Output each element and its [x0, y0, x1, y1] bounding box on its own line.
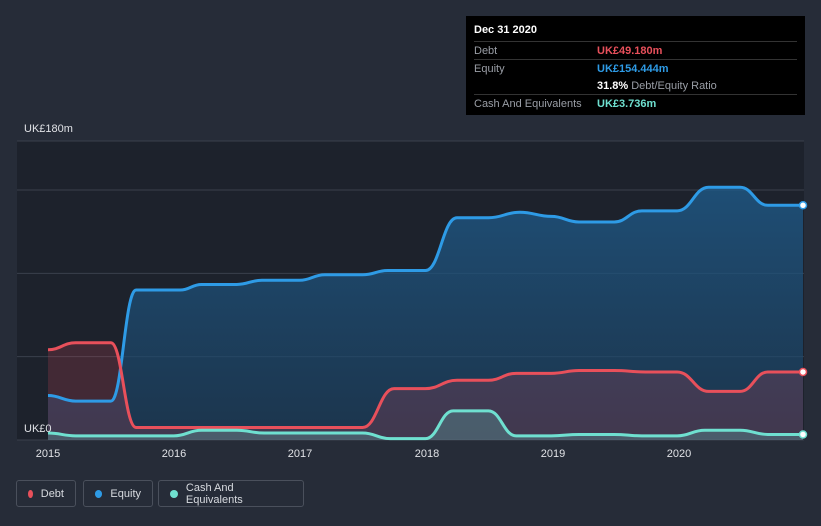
tooltip: Dec 31 2020 Debt UK£49.180m Equity UK£15…: [466, 16, 805, 115]
legend-label: Equity: [110, 487, 141, 500]
area-cash-and-equivalents: [48, 410, 803, 440]
endpoint-equity: [798, 201, 808, 210]
tooltip-row-equity: Equity UK£154.444m: [474, 59, 797, 77]
x-tick-label: 2015: [36, 448, 60, 460]
tooltip-value: UK£49.180m: [597, 44, 663, 57]
legend-dot-icon: [28, 489, 33, 498]
x-tick-label: 2018: [415, 448, 439, 460]
series-areas: [48, 187, 803, 440]
x-tick-label: 2020: [667, 448, 691, 460]
tooltip-date: Dec 31 2020: [474, 24, 537, 36]
legend-item-debt[interactable]: Debt: [16, 480, 76, 507]
line-equity: [47, 185, 803, 403]
tooltip-label: Cash And Equivalents: [474, 97, 582, 110]
tooltip-value: 31.8%: [597, 79, 629, 92]
area-equity: [48, 187, 803, 440]
tooltip-row-cash: Cash And Equivalents UK£3.736m: [474, 94, 797, 112]
x-tick-label: 2019: [541, 448, 565, 460]
line-cash-and-equivalents: [47, 409, 803, 441]
tooltip-value: UK£154.444m: [597, 62, 669, 75]
x-tick-label: 2016: [162, 448, 186, 460]
x-tick-label: 2017: [288, 448, 312, 460]
tooltip-label: Debt: [474, 44, 498, 57]
line-debt: [47, 341, 803, 429]
tooltip-ratio-label: Debt/Equity Ratio: [631, 79, 717, 92]
legend-label: Debt: [40, 487, 64, 500]
tooltip-label: Equity: [474, 62, 505, 75]
y-tick-label: UK£180m: [24, 123, 73, 135]
area-debt: [48, 342, 803, 440]
tooltip-row-debt: Debt UK£49.180m: [474, 41, 797, 59]
tooltip-row-ratio: 31.8% Debt/Equity Ratio: [474, 77, 797, 94]
endpoint-cash-and-equivalents: [798, 430, 808, 439]
endpoint-debt: [798, 367, 808, 377]
tooltip-value: UK£3.736m: [597, 97, 657, 110]
y-tick-label: UK£0: [24, 423, 52, 435]
y-axis-labels: UK£180m UK£0: [24, 123, 73, 435]
legend-label: Cash And Equivalents: [185, 481, 243, 506]
legend-dot-icon: [95, 489, 103, 498]
legend-item-equity[interactable]: Equity: [83, 480, 153, 507]
series-lines: [47, 185, 803, 441]
series-endpoints: [798, 201, 808, 439]
legend-dot-icon: [170, 489, 178, 498]
x-axis-labels: 2015 2016 2017 2018 2019 2020: [36, 448, 691, 460]
legend-item-cash[interactable]: Cash And Equivalents: [158, 480, 304, 507]
